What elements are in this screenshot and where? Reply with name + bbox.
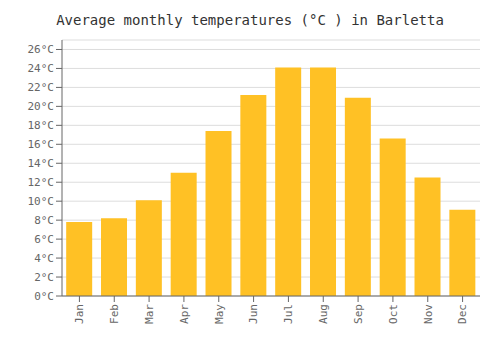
svg-text:0°C: 0°C (34, 290, 54, 303)
svg-text:10°C: 10°C (28, 195, 55, 208)
svg-text:Jan: Jan (73, 304, 86, 324)
svg-text:22°C: 22°C (28, 81, 55, 94)
svg-text:14°C: 14°C (28, 157, 55, 170)
html-text:Average monthly temperatures (: Average monthly temperatures (°C ) in Ba… (56, 12, 444, 28)
svg-text:Aug: Aug (317, 304, 330, 324)
svg-text:Nov: Nov (422, 304, 435, 324)
svg-text:24°C: 24°C (28, 62, 55, 75)
svg-text:6°C: 6°C (34, 233, 54, 246)
svg-text:Jun: Jun (247, 304, 260, 324)
svg-text:20°C: 20°C (28, 100, 55, 113)
svg-text:8°C: 8°C (34, 214, 54, 227)
svg-text:Apr: Apr (178, 304, 191, 324)
svg-text:May: May (213, 304, 226, 324)
svg-text:Mar: Mar (143, 304, 156, 324)
svg-text:Feb: Feb (108, 304, 121, 324)
svg-text:Dec: Dec (456, 304, 469, 324)
svg-text:12°C: 12°C (28, 176, 55, 189)
svg-text:16°C: 16°C (28, 138, 55, 151)
svg-text:4°C: 4°C (34, 252, 54, 265)
svg-text:2°C: 2°C (34, 271, 54, 284)
svg-text:Jul: Jul (282, 304, 295, 324)
svg-text:Oct: Oct (387, 304, 400, 324)
svg-text:Sep: Sep (352, 304, 365, 324)
svg-text:26°C: 26°C (28, 43, 55, 56)
svg-text:18°C: 18°C (28, 119, 55, 132)
